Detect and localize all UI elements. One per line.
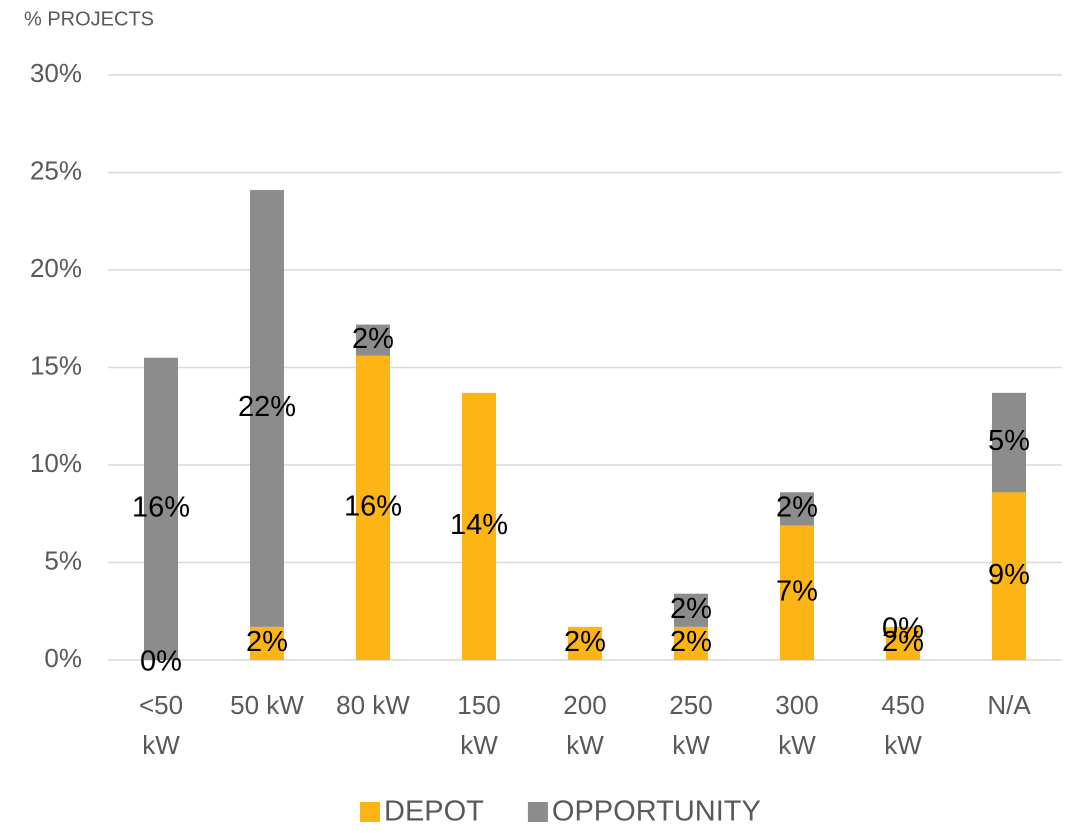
legend-label: OPPORTUNITY (552, 796, 761, 828)
data-label: 9% (988, 559, 1030, 591)
y-tick-label: 10% (30, 448, 82, 478)
y-tick-label: 5% (44, 545, 82, 575)
bar-segment (462, 392, 496, 660)
x-tick-label: 250 kW (669, 690, 712, 760)
x-tick-label: 200 kW (563, 690, 606, 760)
bar-segment (144, 357, 178, 660)
x-tick-label: 80 kW (336, 690, 410, 720)
bar-segment (674, 593, 708, 627)
bar-segment (674, 626, 708, 660)
bar-segment (780, 492, 814, 526)
y-tick-label: 20% (30, 253, 82, 283)
data-label: 22% (238, 391, 296, 423)
data-label: 2% (564, 626, 606, 658)
bar-segment (356, 324, 390, 356)
bar-segment (356, 355, 390, 660)
bar-segment (886, 626, 920, 660)
legend-swatch (360, 802, 380, 822)
x-tick-label: N/A (987, 690, 1031, 720)
y-tick-label: 0% (44, 643, 82, 673)
y-tick-label: 15% (30, 350, 82, 380)
bar-segment (250, 190, 284, 627)
legend-swatch (527, 802, 548, 822)
y-tick-label: 25% (30, 155, 82, 185)
data-label: 2% (352, 323, 394, 355)
x-tick-label: 50 kW (230, 690, 304, 720)
bar-segment (250, 626, 284, 660)
bar-segment (780, 525, 814, 660)
data-label: 16% (132, 492, 190, 524)
data-label: 5% (988, 425, 1030, 457)
x-tick-label: <50 kW (139, 690, 183, 760)
bar-segment (568, 626, 602, 660)
data-label: 2% (776, 492, 818, 524)
data-label: 2% (670, 593, 712, 625)
data-label: 0% (882, 613, 924, 645)
data-label: 0% (140, 646, 182, 678)
data-label: 7% (776, 575, 818, 607)
y-tick-label: 30% (30, 58, 82, 88)
data-label: 2% (882, 626, 924, 658)
x-tick-label: 150 kW (457, 690, 500, 760)
data-label: 14% (450, 509, 508, 541)
data-label: 16% (344, 491, 402, 523)
y-axis-label: % PROJECTS (24, 8, 154, 30)
data-label: 2% (670, 626, 712, 658)
bar-segment (992, 492, 1026, 660)
bar-segment (992, 392, 1026, 493)
x-tick-label: 450 kW (881, 690, 924, 760)
data-label: 2% (246, 626, 288, 658)
x-tick-label: 300 kW (775, 690, 818, 760)
legend-label: DEPOT (384, 796, 484, 828)
